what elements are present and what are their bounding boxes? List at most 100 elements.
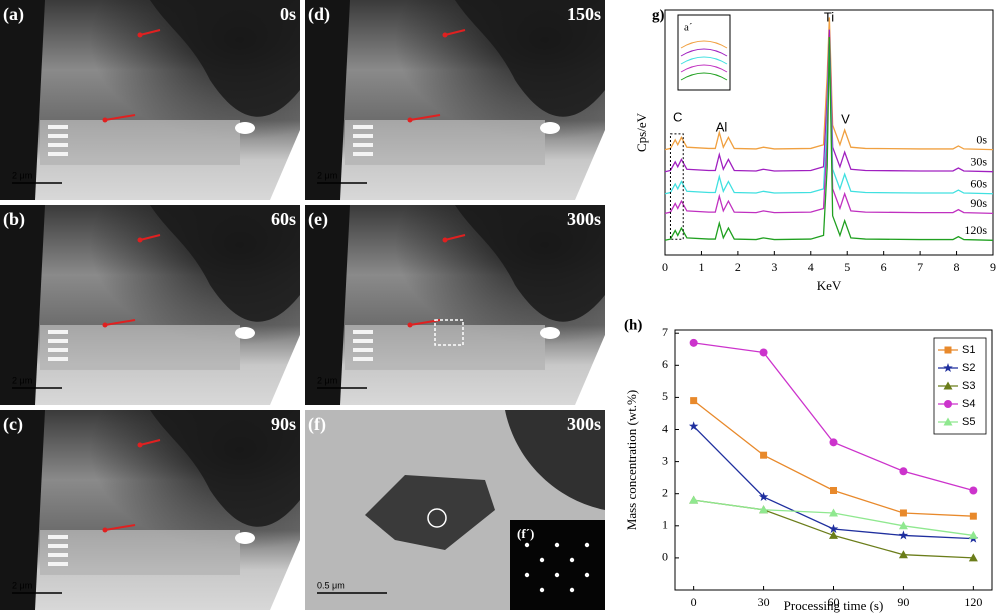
arrow [444, 29, 466, 36]
y-tick-label: 5 [662, 389, 668, 403]
inset-label: a´ [684, 22, 693, 34]
spectrum-line [664, 36, 994, 241]
marker [829, 508, 838, 517]
legend-label: S1 [962, 344, 975, 356]
spectrum-line [664, 39, 994, 195]
x-axis-label: KeV [817, 278, 842, 293]
x-tick-label: 7 [917, 260, 923, 274]
series-label: 90s [970, 196, 987, 210]
panel-label: (h) [624, 317, 642, 333]
pillar [48, 125, 68, 129]
marker [688, 421, 699, 431]
arrow-head [102, 117, 108, 123]
pillar [353, 348, 373, 352]
x-tick-label: 2 [735, 260, 741, 274]
x-tick-label: 0 [691, 595, 697, 609]
time-label: 60s [271, 209, 296, 229]
arrow [139, 439, 161, 446]
arrow [104, 319, 136, 326]
scale-label: 2 μm [317, 170, 337, 180]
inset-curve [680, 72, 728, 81]
y-axis-label: Cps/eV [634, 112, 649, 152]
time-label: 150s [567, 4, 601, 24]
pillar [48, 348, 68, 352]
spectrum-line [664, 44, 994, 214]
inset-curve [680, 40, 728, 49]
diffraction-spot [554, 542, 560, 548]
void [540, 327, 560, 339]
marker [760, 451, 768, 459]
legend-label: S2 [962, 362, 975, 374]
pillar [48, 562, 68, 566]
series-label: 120s [964, 223, 987, 237]
arrow-head [137, 442, 143, 448]
arrow [104, 114, 136, 121]
time-label: 0s [280, 4, 296, 24]
pillar [353, 330, 373, 334]
legend-marker [943, 363, 953, 373]
marker [759, 348, 768, 357]
marker [829, 438, 838, 447]
scale-label: 2 μm [12, 375, 32, 385]
legend-marker [944, 400, 952, 408]
legend-label: S4 [962, 398, 975, 410]
arrow-head [407, 117, 413, 123]
y-tick-label: 0 [662, 550, 668, 564]
diffraction-spot [524, 542, 530, 548]
dark-corner [505, 410, 605, 510]
legend-label: S3 [962, 380, 975, 392]
y-axis-label: Mass concentration (wt.%) [624, 390, 639, 530]
pillar [48, 152, 68, 156]
left-edge [0, 0, 45, 200]
lamella-base [40, 120, 240, 165]
x-tick-label: 30 [758, 595, 770, 609]
panel-label: (c) [3, 414, 23, 435]
x-tick-label: 0 [662, 260, 668, 274]
carbon-box [669, 133, 684, 240]
marker [899, 467, 908, 476]
diffraction-area [427, 508, 447, 528]
x-tick-label: 8 [954, 260, 960, 274]
scale-label: 2 μm [12, 580, 32, 590]
right-edge [575, 130, 605, 200]
selection-box [434, 319, 464, 346]
dark-region [455, 205, 605, 322]
pillar [353, 125, 373, 129]
panel-label: (e) [308, 209, 328, 230]
peak-label: Ti [824, 9, 834, 24]
x-tick-label: 4 [808, 260, 814, 274]
spectrum-line [664, 17, 994, 151]
peak-label: Al [716, 119, 728, 134]
pillar [48, 544, 68, 548]
marker [689, 338, 698, 347]
peak-label: V [841, 111, 850, 126]
arrow-head [137, 32, 143, 38]
void [235, 122, 255, 134]
legend-marker [943, 381, 953, 390]
pillar [48, 339, 68, 343]
pillar [353, 357, 373, 361]
x-tick-label: 120 [964, 595, 982, 609]
marker [969, 512, 977, 520]
marker [830, 486, 837, 494]
dark-region [150, 410, 300, 527]
y-tick-label: 6 [662, 357, 668, 371]
marker [759, 505, 769, 514]
diffraction-spot [539, 587, 545, 593]
right-edge [270, 540, 300, 610]
arrow [139, 234, 161, 241]
y-tick-label: 7 [662, 325, 668, 339]
marker [968, 553, 978, 562]
panel-label: (b) [3, 209, 25, 230]
y-tick-label: 4 [662, 421, 668, 435]
left-edge [305, 0, 350, 200]
marker [898, 521, 908, 530]
y-tick-label: 3 [662, 453, 668, 467]
right-edge [575, 335, 605, 405]
time-label: 90s [271, 414, 296, 434]
pillar [48, 357, 68, 361]
marker [968, 530, 978, 539]
diffraction-spot [539, 557, 545, 563]
spectrum-background [612, 0, 1000, 305]
